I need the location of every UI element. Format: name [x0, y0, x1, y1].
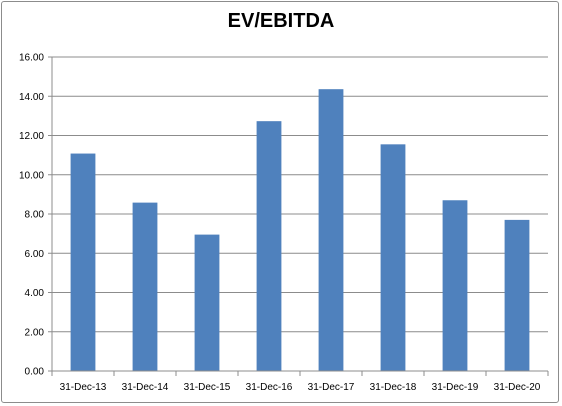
bars — [70, 89, 530, 371]
gridlines — [52, 56, 548, 333]
x-tick-label: 31-Dec-15 — [184, 382, 231, 393]
y-tick-label: 6.00 — [25, 249, 45, 260]
y-tick-label: 16.00 — [19, 53, 44, 64]
x-tick-label: 31-Dec-18 — [370, 382, 417, 393]
bar — [194, 234, 220, 371]
x-tick-label: 31-Dec-19 — [432, 382, 479, 393]
bar — [442, 200, 468, 371]
y-tick-label: 10.00 — [19, 170, 44, 181]
bar — [256, 121, 282, 371]
axes — [48, 56, 549, 376]
y-tick-label: 2.00 — [25, 327, 45, 338]
x-tick-label: 31-Dec-17 — [308, 382, 355, 393]
x-tick-label: 31-Dec-14 — [122, 382, 169, 393]
chart-title: EV/EBITDA — [227, 10, 335, 32]
tick-labels: 0.00 2.00 4.00 6.00 8.00 10.00 12.00 14.00 16.00… — [19, 53, 541, 394]
x-tick-label: 31-Dec-20 — [494, 382, 541, 393]
y-tick-label: 0.00 — [25, 367, 45, 378]
x-tick-label: 31-Dec-13 — [60, 382, 107, 393]
bar — [70, 153, 96, 371]
bar — [504, 219, 530, 371]
y-tick-label: 8.00 — [25, 210, 45, 221]
bar — [132, 202, 158, 371]
y-tick-label: 4.00 — [25, 288, 45, 299]
x-tick-label: 31-Dec-16 — [246, 382, 293, 393]
bar — [318, 89, 344, 371]
bar — [380, 144, 406, 371]
y-tick-label: 12.00 — [19, 131, 44, 142]
y-tick-label: 14.00 — [19, 92, 44, 103]
